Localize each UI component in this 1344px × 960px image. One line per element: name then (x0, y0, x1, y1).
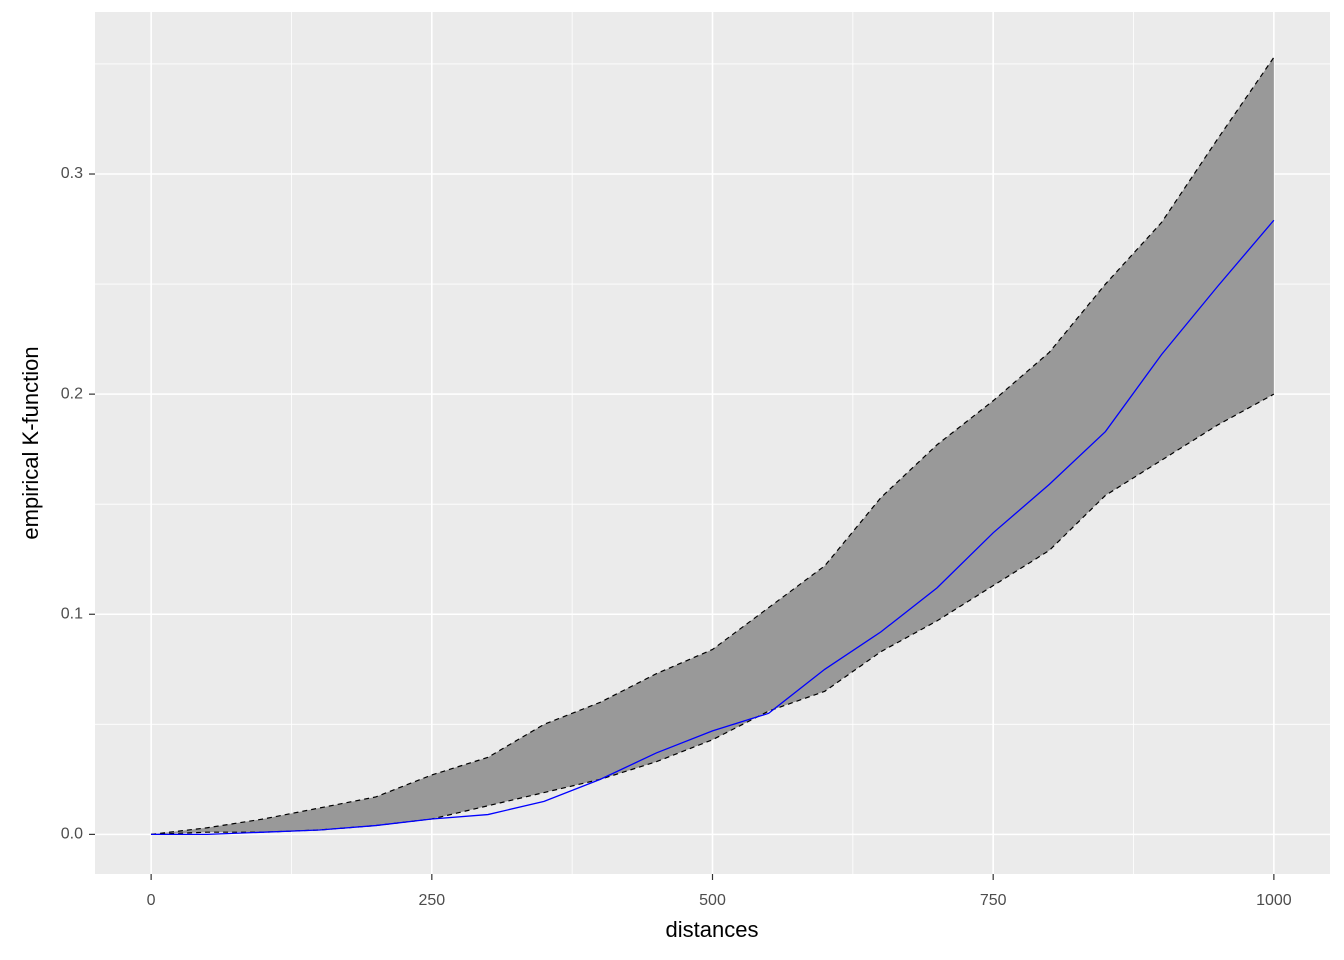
marks (151, 57, 1275, 836)
x-axis-title: distances (666, 917, 759, 942)
x-tick-label: 750 (980, 892, 1007, 909)
x-tick-label: 0 (147, 892, 156, 909)
x-tick-label: 1000 (1256, 892, 1292, 909)
envelope-area (151, 57, 1274, 835)
observed-line (151, 219, 1275, 836)
x-tick-label: 500 (699, 892, 726, 909)
y-tick-label: 0.3 (61, 165, 83, 182)
y-tick-label: 0.2 (61, 385, 83, 402)
y-tick-label: 0.1 (61, 605, 83, 622)
y-tick-label: 0.0 (61, 826, 83, 843)
x-tick-label: 250 (418, 892, 445, 909)
envelope-upper-line (151, 57, 1275, 835)
y-axis-title: empirical K-function (18, 346, 43, 539)
